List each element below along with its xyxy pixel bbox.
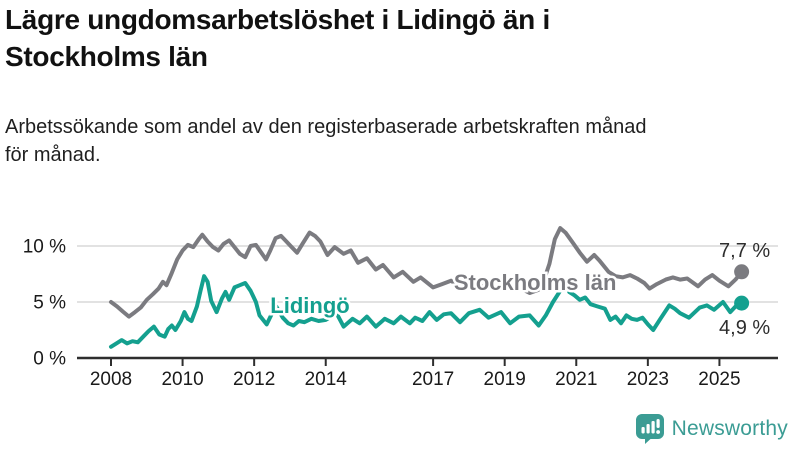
series-end-dot-liding- (734, 295, 750, 311)
brand-wordmark: Newsworthy (671, 416, 788, 440)
series-end-dot-stockholms-l-n (734, 264, 750, 280)
bar-chart-speech-bubble-icon (635, 414, 664, 444)
x-tick-label: 2008 (90, 369, 132, 390)
x-tick-label: 2019 (484, 369, 526, 390)
x-tick-label: 2017 (412, 369, 454, 390)
newsworthy-logo: Newsworthy (635, 413, 788, 444)
series-end-value-liding-: 4,9 % (719, 317, 770, 339)
x-tick-label: 2010 (161, 369, 203, 390)
series-label-liding-: Lidingö (270, 293, 349, 318)
x-tick-label: 2025 (698, 369, 740, 390)
x-tick-label: 2014 (305, 369, 348, 390)
chart-subtitle: Arbetssökande som andel av den registerb… (5, 116, 647, 167)
x-tick-label: 2021 (555, 369, 597, 390)
y-tick-label: 0 % (33, 349, 66, 370)
page-title: Lägre ungdomsarbetslöshet i Lidingö än i… (5, 4, 550, 72)
series-end-value-stockholms-l-n: 7,7 % (719, 240, 770, 262)
x-tick-label: 2012 (233, 369, 275, 390)
x-tick-label: 2023 (627, 369, 669, 390)
y-tick-label: 5 % (33, 293, 66, 314)
series-label-stockholms-l-n: Stockholms län (454, 270, 617, 295)
y-tick-label: 10 % (23, 237, 66, 258)
series-line-stockholms-l-n (109, 226, 744, 319)
series-line-liding- (109, 274, 744, 349)
